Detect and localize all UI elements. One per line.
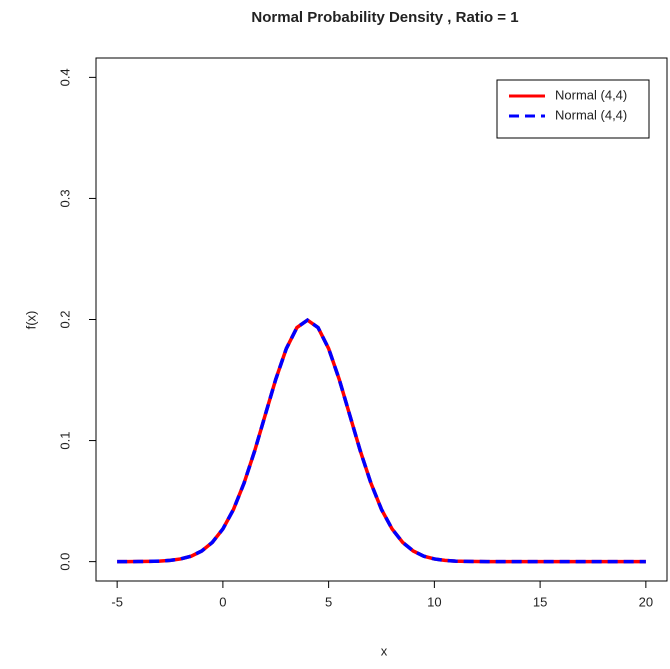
y-tick-label: 0.3 (57, 189, 72, 207)
legend-label: Normal (4,4) (555, 107, 627, 122)
y-tick-label: 0.0 (57, 553, 72, 571)
chart-title: Normal Probability Density , Ratio = 1 (251, 9, 518, 26)
x-tick-label: 20 (639, 594, 653, 609)
x-tick-label: -5 (111, 594, 123, 609)
y-axis-label: f(x) (23, 311, 38, 330)
legend-label: Normal (4,4) (555, 87, 627, 102)
series-line (117, 317, 646, 564)
legend-box (496, 79, 650, 139)
x-tick-label: 15 (533, 594, 547, 609)
y-tick-label: 0.2 (57, 310, 72, 328)
y-tick-label: 0.4 (57, 68, 72, 86)
x-tick-label: 5 (325, 594, 332, 609)
x-tick-label: 10 (427, 594, 441, 609)
x-axis-label: x (381, 643, 388, 658)
series-line (117, 317, 646, 564)
x-tick-label: 0 (219, 594, 226, 609)
y-tick-label: 0.1 (57, 432, 72, 450)
